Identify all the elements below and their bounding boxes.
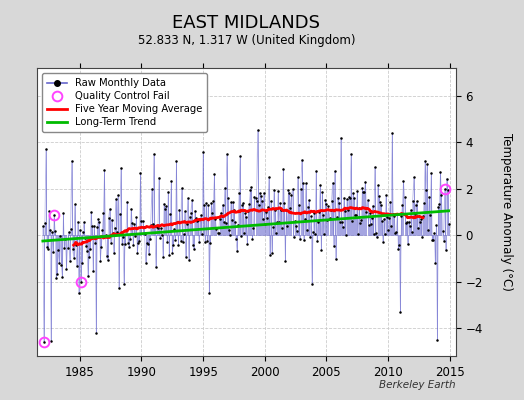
Text: Berkeley Earth: Berkeley Earth bbox=[379, 380, 456, 390]
Y-axis label: Temperature Anomaly (°C): Temperature Anomaly (°C) bbox=[500, 133, 512, 291]
Text: 52.833 N, 1.317 W (United Kingdom): 52.833 N, 1.317 W (United Kingdom) bbox=[137, 34, 355, 47]
Text: EAST MIDLANDS: EAST MIDLANDS bbox=[172, 14, 320, 32]
Legend: Raw Monthly Data, Quality Control Fail, Five Year Moving Average, Long-Term Tren: Raw Monthly Data, Quality Control Fail, … bbox=[42, 73, 207, 132]
